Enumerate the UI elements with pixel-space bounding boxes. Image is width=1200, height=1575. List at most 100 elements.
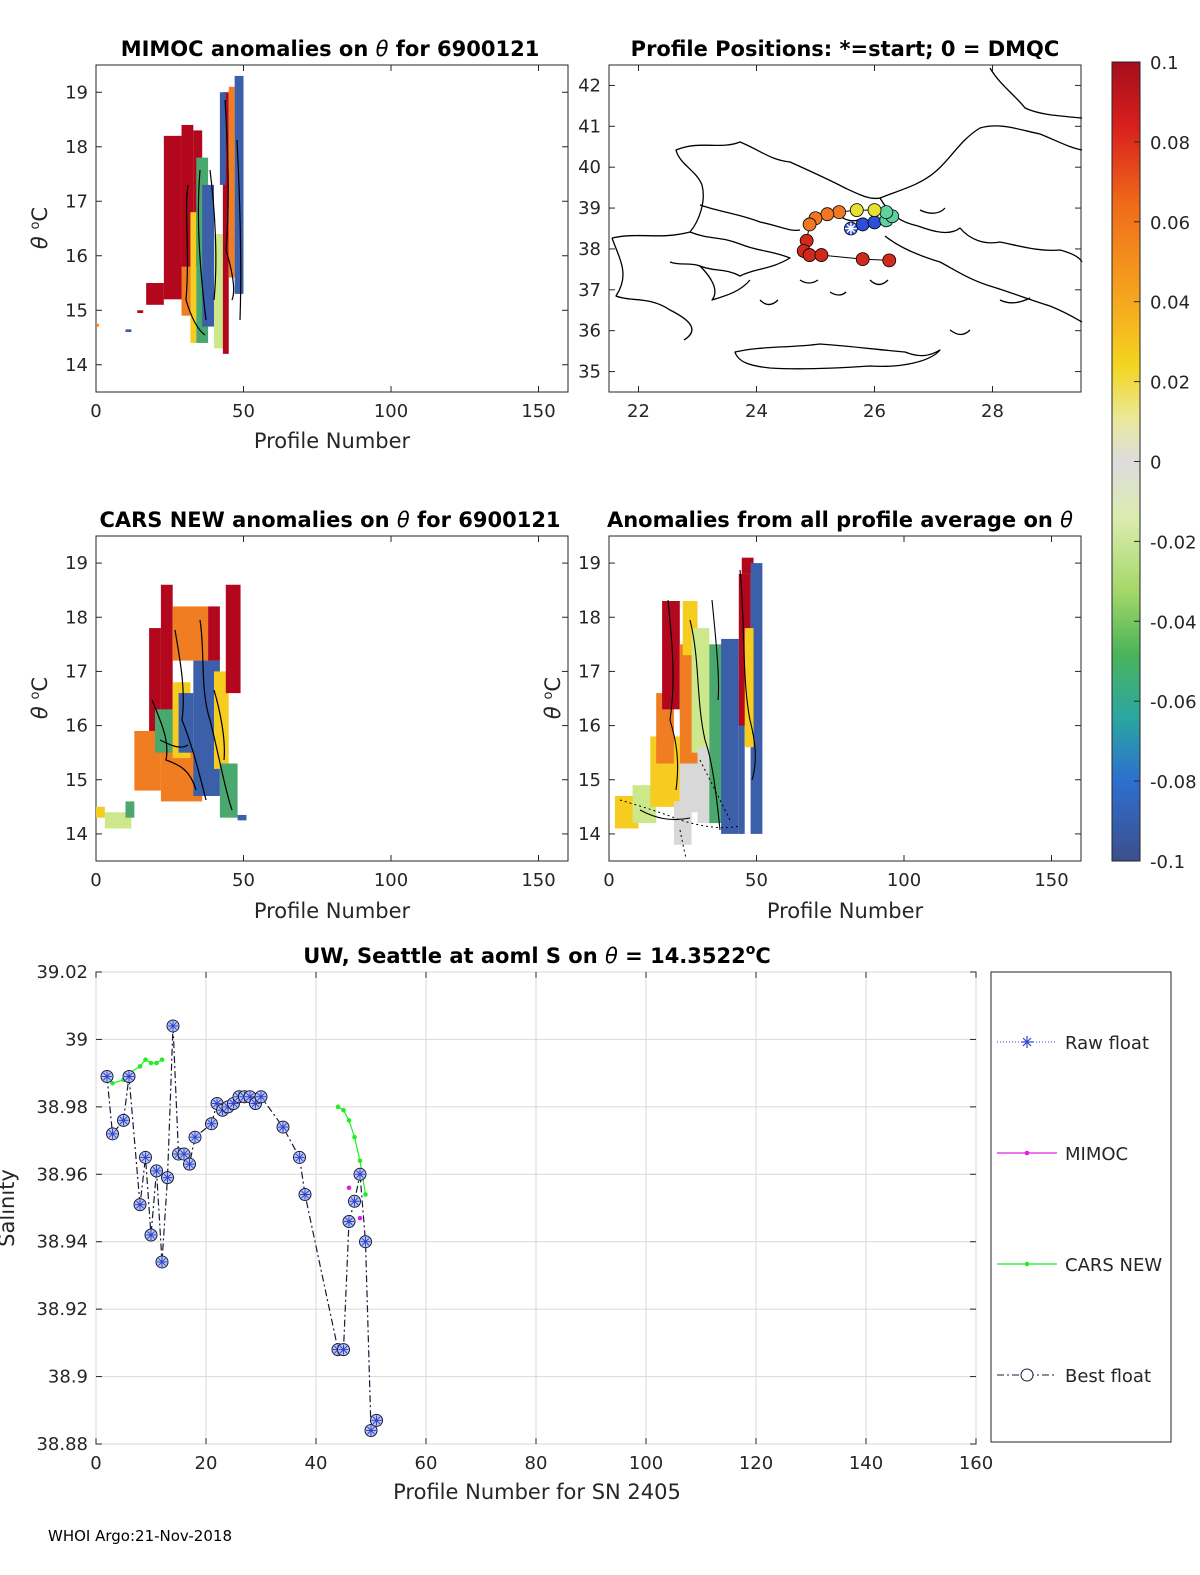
best-float-point <box>161 1171 174 1185</box>
x-tick-label: 0 <box>90 1453 101 1474</box>
colorbar: 0.1 0.08 0.06 0.04 0.02 0 -0.02 -0.04 -0.06 -0.08… <box>1111 53 1197 873</box>
salinity-panel: UW, Seattle at aoml S on θ = 14.3522oC 0… <box>0 942 993 1504</box>
y-tick-label: 15 <box>65 300 88 321</box>
legend-star <box>1022 1037 1032 1047</box>
start-star-stroke <box>846 223 856 234</box>
best-float-point <box>254 1090 268 1104</box>
x-tick-label: 0 <box>90 870 101 891</box>
map-y-ticks: 35 36 37 38 39 40 41 42 <box>578 75 1081 383</box>
mimoc-y-ticks: 14 15 16 17 18 19 <box>65 82 568 376</box>
y-tick-label: 40 <box>578 157 601 178</box>
x-tick-label: 160 <box>959 1453 993 1474</box>
legend-item: Raw float <box>997 1033 1149 1054</box>
heatmap-cell <box>225 584 241 694</box>
profile-position-marker <box>802 248 817 262</box>
best-float-point <box>342 1214 356 1228</box>
best-float-point <box>364 1424 378 1438</box>
best-float-point <box>133 1198 147 1212</box>
cars-new-point <box>357 1158 363 1164</box>
y-tick-label: 19 <box>65 82 88 103</box>
cars-ylabel: θ oC <box>28 677 52 719</box>
legend-label: Best float <box>1065 1366 1151 1387</box>
raw-float-star <box>301 1190 309 1199</box>
legend-item: CARS NEW <box>997 1255 1162 1276</box>
best-float-point <box>144 1228 158 1242</box>
best-float-point <box>106 1127 119 1141</box>
mimoc-ylabel: θ oC <box>28 207 52 249</box>
y-tick-label: 39 <box>65 1029 88 1050</box>
heatmap-cell <box>125 329 132 333</box>
raw-float-star <box>158 1258 166 1266</box>
best-float-point <box>188 1130 202 1144</box>
heatmap-cell <box>741 557 754 574</box>
cars-new-point <box>143 1057 148 1062</box>
x-tick-label: 150 <box>521 870 555 891</box>
x-tick-label: 150 <box>1034 870 1068 891</box>
heatmap-cell <box>738 682 745 834</box>
raw-float-star <box>191 1133 199 1142</box>
best-float-point <box>348 1194 361 1208</box>
y-tick-label: 18 <box>578 607 601 628</box>
best-float-point <box>276 1120 290 1134</box>
profile-position-marker <box>802 217 817 232</box>
legend-label: MIMOC <box>1065 1144 1128 1165</box>
raw-float-star <box>103 1072 111 1081</box>
heatmap-cell <box>721 638 739 834</box>
cars-new-point <box>335 1104 341 1110</box>
x-tick-label: 100 <box>374 870 408 891</box>
raw-float-star <box>108 1129 117 1138</box>
salinity-y-ticks: 38.88 38.9 38.92 38.94 38.96 38.98 39 39.02 <box>36 962 976 1455</box>
y-tick-label: 38.94 <box>36 1232 88 1253</box>
x-tick-label: 28 <box>981 401 1004 422</box>
legend-item: Best float <box>997 1366 1151 1387</box>
raw-float-star <box>147 1231 155 1239</box>
map-coastlines <box>611 67 1083 370</box>
best-float-point <box>353 1167 367 1181</box>
colorbar-tick-label: 0.1 <box>1150 53 1179 74</box>
raw-float-star <box>356 1170 364 1179</box>
legend-label: Raw float <box>1065 1033 1149 1054</box>
y-tick-label: 38.88 <box>36 1434 88 1455</box>
cars-new-point <box>352 1134 357 1140</box>
profile-position-marker <box>882 253 897 268</box>
float-track <box>796 203 900 268</box>
raw-float-star <box>119 1116 128 1125</box>
x-tick-label: 50 <box>232 401 255 422</box>
x-tick-label: 100 <box>887 870 921 891</box>
heatmap-cell <box>96 806 105 818</box>
y-tick-label: 17 <box>65 191 88 212</box>
y-tick-label: 14 <box>578 824 601 845</box>
heatmap-cell <box>160 584 173 748</box>
raw-float-star <box>136 1200 144 1209</box>
raw-float-star <box>345 1217 353 1226</box>
salinity-series <box>100 1019 383 1438</box>
allprof-contours <box>639 569 756 831</box>
all-profile-anomaly-panel: Anomalies from all profile average on θ … <box>541 508 1082 923</box>
mimoc-point <box>346 1185 352 1191</box>
heatmap-cell <box>222 92 229 354</box>
legend-best-circle <box>1020 1368 1034 1382</box>
colorbar-tick-label: 0.04 <box>1150 293 1190 314</box>
heatmap-cell <box>237 814 247 821</box>
allprof-x-ticks: 0 50 100 150 <box>603 536 1069 891</box>
cars-xlabel: Profile Number <box>254 899 411 923</box>
y-tick-label: 42 <box>578 75 601 96</box>
heatmap-cell <box>656 693 674 764</box>
mimoc-x-ticks: 0 50 100 150 <box>90 65 556 422</box>
x-tick-label: 50 <box>745 870 768 891</box>
y-tick-label: 17 <box>578 661 601 682</box>
raw-float-star <box>180 1150 188 1158</box>
raw-float-star <box>372 1416 381 1425</box>
raw-float-star <box>207 1119 216 1128</box>
profile-position-marker <box>855 252 870 267</box>
y-tick-label: 18 <box>65 607 88 628</box>
heatmap-cell <box>104 812 132 829</box>
cars-y-ticks: 14 15 16 17 18 19 <box>65 553 568 845</box>
cars-new-point <box>110 1080 115 1086</box>
heatmap-cell <box>750 563 763 834</box>
raw-float-star <box>152 1167 161 1175</box>
x-tick-label: 100 <box>374 401 408 422</box>
cars-new-point <box>137 1064 143 1069</box>
raw-float-star <box>141 1153 150 1162</box>
